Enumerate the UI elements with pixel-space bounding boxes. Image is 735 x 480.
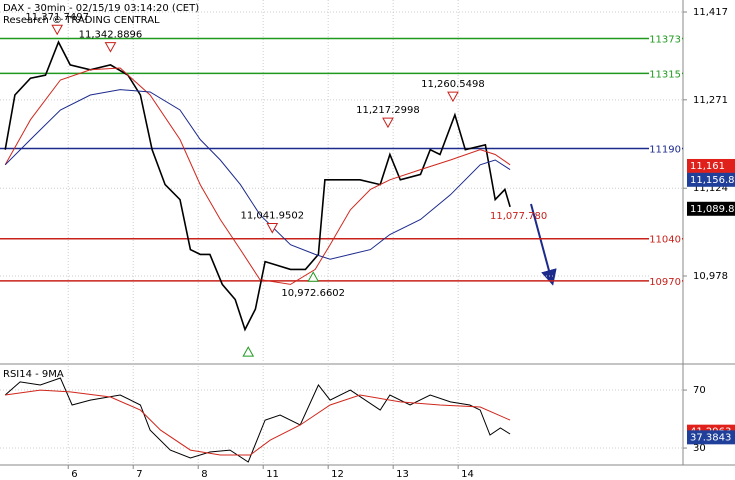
projection-label: 11,077.780 bbox=[490, 211, 547, 222]
x-tick-label: 6 bbox=[71, 469, 77, 480]
annotation-label: 11,041.9502 bbox=[240, 211, 304, 222]
y-tick-label: 10,978 bbox=[693, 271, 728, 282]
projection-arrow bbox=[530, 203, 557, 286]
annotation-label: 11,217.2998 bbox=[356, 105, 420, 116]
price-tag bbox=[687, 158, 735, 173]
low-marker bbox=[307, 271, 320, 282]
level-label-bg bbox=[649, 141, 682, 154]
level-label: 11373 bbox=[649, 34, 681, 45]
series-line bbox=[5, 389, 511, 456]
annotation-label: 11,342.8896 bbox=[79, 30, 143, 41]
high-marker bbox=[447, 91, 459, 103]
price-tag bbox=[687, 201, 735, 216]
level-label: 11190 bbox=[649, 145, 681, 156]
x-tick-label: 13 bbox=[396, 469, 409, 480]
y-tick-label: 30 bbox=[693, 443, 706, 454]
level-label: 11315 bbox=[649, 69, 681, 80]
x-tick-label: 12 bbox=[331, 469, 344, 480]
x-tick-label: 11 bbox=[266, 469, 279, 480]
level-label: 10970 bbox=[649, 277, 681, 288]
panel-title: RSI14 - 9MA bbox=[3, 369, 64, 380]
x-tick-label: 8 bbox=[201, 469, 207, 480]
annotation-label: 11,260.5498 bbox=[421, 79, 485, 90]
x-tick-label: 14 bbox=[461, 469, 474, 480]
chart-subtitle: Research © TRADING CENTRAL bbox=[3, 15, 160, 26]
annotation-label: 11,371.7497 bbox=[25, 12, 89, 23]
high-marker bbox=[51, 24, 64, 36]
level-label-bg bbox=[649, 31, 682, 44]
price-tag-label: 11,089.8 bbox=[690, 204, 735, 215]
level-label-bg bbox=[649, 231, 682, 244]
y-tick-label: 11,124 bbox=[693, 183, 728, 194]
low-marker bbox=[242, 346, 255, 357]
series-line bbox=[4, 89, 511, 260]
series-line bbox=[4, 67, 511, 285]
annotation-label: 10,972.6602 bbox=[281, 288, 345, 299]
chart-title: DAX - 30min - 02/15/19 03:14:20 (CET) bbox=[3, 3, 199, 14]
price-tag-label: 11,161 bbox=[690, 161, 725, 172]
level-label-bg bbox=[649, 273, 682, 286]
price-tag-label: 37.3843 bbox=[690, 432, 731, 443]
price-tag-label: 11,156.8 bbox=[690, 175, 735, 186]
y-tick-label: 70 bbox=[693, 385, 706, 396]
price-tag bbox=[687, 430, 735, 445]
y-tick-label: 11,271 bbox=[693, 95, 728, 106]
high-marker bbox=[104, 42, 117, 53]
price-tag bbox=[687, 172, 735, 187]
series-line bbox=[4, 377, 511, 463]
high-marker bbox=[382, 117, 394, 129]
x-tick-label: 7 bbox=[136, 469, 142, 480]
series-line bbox=[4, 40, 511, 332]
high-marker bbox=[266, 223, 279, 234]
y-tick-label: 11,417 bbox=[693, 7, 728, 18]
level-label: 11040 bbox=[649, 235, 681, 246]
level-label-bg bbox=[649, 66, 682, 79]
